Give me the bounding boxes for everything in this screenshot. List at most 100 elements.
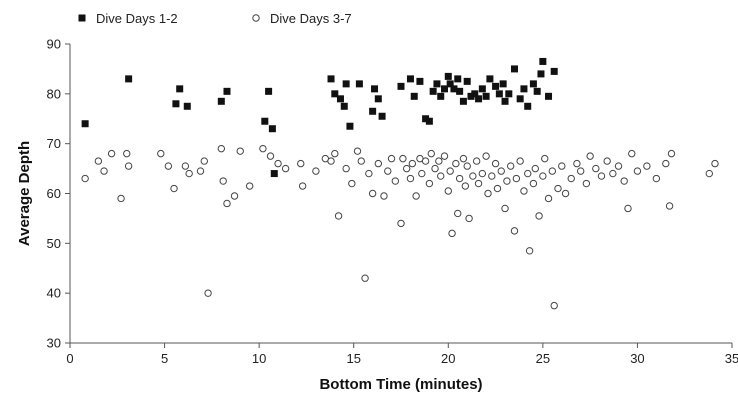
data-point-series-2: [353, 147, 362, 155]
data-point-series-1: [456, 87, 464, 95]
data-points: [81, 57, 719, 310]
data-point-series-2: [597, 172, 606, 180]
data-point-series-1: [429, 87, 437, 95]
data-point-series-1: [410, 92, 418, 100]
data-point-series-2: [181, 162, 190, 170]
data-point-series-2: [217, 144, 226, 153]
data-point-series-2: [582, 179, 591, 188]
data-point-series-2: [628, 149, 636, 158]
data-point-series-2: [544, 194, 553, 203]
data-point-series-2: [223, 199, 231, 208]
data-point-series-2: [512, 174, 521, 183]
data-point-series-2: [620, 177, 628, 185]
data-point-series-2: [397, 219, 405, 228]
data-point-series-2: [444, 187, 452, 195]
data-point-series-2: [488, 172, 496, 180]
data-point-series-2: [503, 177, 511, 185]
data-point-series-1: [450, 85, 458, 93]
data-point-series-2: [535, 212, 543, 220]
data-point-series-1: [475, 95, 483, 103]
data-point-series-2: [402, 164, 411, 173]
data-point-series-2: [711, 159, 719, 168]
data-point-series-2: [465, 214, 473, 223]
data-point-series-2: [427, 149, 435, 158]
x-tick-label: 30: [630, 351, 644, 366]
data-point-series-1: [397, 82, 405, 90]
data-point-series-2: [643, 162, 651, 170]
x-tick-label: 20: [441, 351, 455, 366]
data-point-series-1: [492, 82, 500, 90]
data-point-series-2: [331, 149, 339, 158]
data-point-series-2: [452, 159, 460, 168]
data-point-series-2: [501, 204, 509, 213]
x-tick-label: 10: [252, 351, 266, 366]
y-axis-title: Average Depth: [16, 141, 33, 246]
data-point-series-2: [297, 159, 305, 168]
data-point-series-1: [369, 107, 377, 115]
data-point-series-1: [510, 65, 518, 73]
data-point-series-2: [342, 164, 350, 173]
data-point-series-2: [185, 169, 193, 178]
data-point-series-2: [437, 172, 445, 180]
data-point-series-2: [459, 154, 468, 163]
data-point-series-2: [440, 152, 449, 160]
data-point-series-1: [478, 85, 486, 93]
y-tick-label: 30: [47, 336, 61, 351]
y-tick-label: 80: [47, 86, 61, 101]
legend-item: Dive Days 1-2: [78, 11, 178, 26]
data-point-series-2: [469, 172, 477, 180]
data-point-series-2: [520, 187, 528, 195]
data-point-series-2: [361, 274, 369, 282]
y-tick-label: 50: [47, 236, 61, 251]
data-point-series-2: [463, 162, 471, 170]
data-point-series-1: [81, 120, 89, 128]
data-point-series-2: [274, 159, 282, 168]
legend-label: Dive Days 3-7: [270, 11, 352, 26]
data-point-series-2: [550, 301, 558, 310]
data-point-series-2: [482, 152, 490, 160]
data-point-series-1: [433, 80, 441, 88]
data-point-series-2: [507, 162, 515, 170]
data-point-series-1: [125, 75, 133, 83]
data-point-series-2: [170, 184, 178, 193]
data-point-series-2: [312, 167, 320, 175]
data-point-series-1: [336, 95, 344, 103]
legend-marker: [78, 14, 86, 22]
data-point-series-1: [537, 70, 545, 78]
data-point-series-2: [491, 159, 500, 168]
data-point-series-1: [524, 102, 532, 110]
data-point-series-2: [298, 182, 307, 190]
data-point-series-2: [592, 164, 600, 173]
data-point-series-2: [474, 179, 483, 188]
data-point-series-2: [484, 189, 492, 198]
data-point-series-1: [454, 75, 462, 83]
data-point-series-1: [217, 97, 225, 105]
data-point-series-2: [204, 289, 212, 297]
data-point-series-1: [183, 102, 191, 110]
data-point-series-2: [541, 154, 549, 163]
data-point-series-1: [486, 75, 494, 83]
x-tick-label: 5: [161, 351, 168, 366]
data-point-series-2: [665, 202, 674, 210]
data-point-series-1: [425, 117, 433, 125]
data-point-series-2: [633, 167, 642, 175]
data-point-series-1: [270, 170, 278, 178]
x-tick-label: 35: [725, 351, 738, 366]
data-point-series-2: [525, 247, 534, 255]
data-point-series-1: [422, 115, 430, 123]
data-point-series-2: [412, 192, 420, 200]
data-point-series-2: [425, 179, 434, 188]
data-point-series-2: [554, 184, 562, 193]
data-point-series-2: [230, 192, 239, 200]
data-point-series-2: [576, 167, 585, 175]
data-point-series-1: [539, 57, 547, 65]
data-point-series-2: [259, 144, 267, 153]
data-point-series-2: [384, 167, 392, 175]
legend: Dive Days 1-2 Dive Days 3-7: [78, 11, 352, 26]
y-tick-label: 90: [47, 37, 61, 52]
data-point-series-2: [573, 159, 581, 168]
data-point-series-2: [387, 154, 396, 163]
x-tick-label: 15: [346, 351, 360, 366]
data-point-series-2: [461, 182, 470, 190]
